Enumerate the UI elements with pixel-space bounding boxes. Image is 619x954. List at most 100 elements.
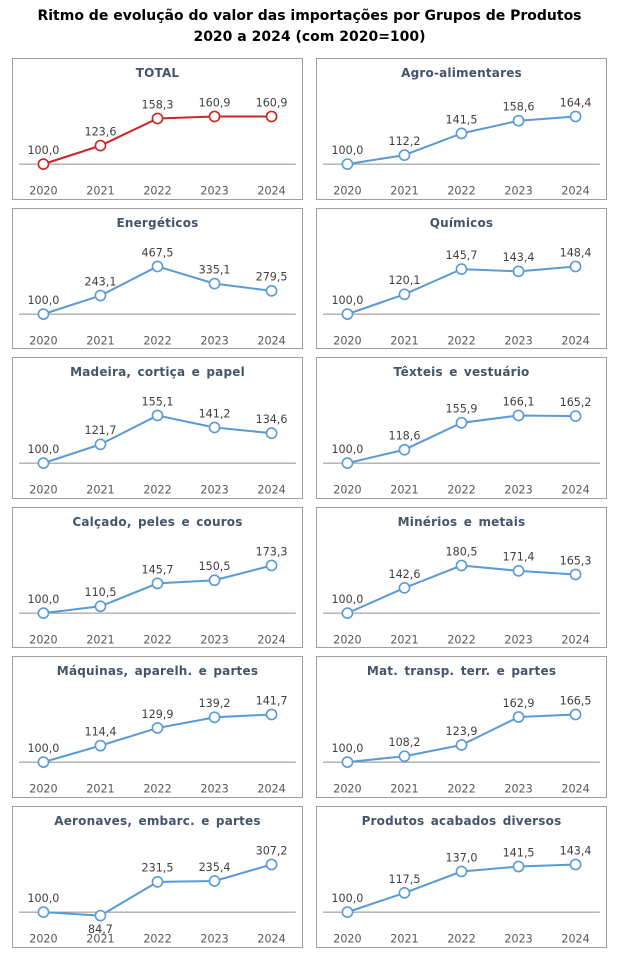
data-point-marker: [455, 127, 468, 140]
x-tick-label: 2020: [29, 933, 57, 946]
line-chart: 100,0 2020 120,1 2021 145,7 2022 143,4 2023 148,…: [323, 246, 600, 347]
x-tick-label: 2023: [504, 783, 532, 796]
x-tick-label: 2022: [447, 334, 475, 347]
data-label: 165,2: [560, 396, 592, 409]
data-label: 100,0: [331, 593, 363, 606]
data-point-marker: [341, 906, 354, 918]
chart-panel: Aeronaves, embarc. e partes 100,0 2020 84,…: [12, 805, 303, 948]
page-title-line2: 2020 a 2024 (com 2020=100): [193, 29, 426, 45]
x-tick-label: 2024: [257, 484, 285, 497]
data-point-marker: [455, 417, 468, 429]
line-chart: 100,0 2020 118,6 2021 155,9 2022 166,1 2023 165,…: [323, 396, 600, 497]
data-point-marker: [265, 858, 278, 871]
data-label: 467,5: [142, 246, 174, 259]
data-point-marker: [398, 750, 411, 763]
data-label: 155,9: [446, 403, 478, 416]
data-label: 155,1: [142, 396, 174, 409]
x-tick-label: 2020: [29, 783, 57, 796]
data-point-marker: [265, 427, 278, 440]
line-chart: 100,0 2020 142,6 2021 180,5 2022 171,4 2023 165,…: [323, 545, 600, 646]
x-tick-label: 2022: [447, 783, 475, 796]
data-point-marker: [569, 708, 582, 721]
data-point-marker: [94, 139, 107, 152]
data-label: 118,6: [389, 430, 421, 443]
data-label: 100,0: [27, 294, 59, 307]
data-point-marker: [151, 577, 164, 590]
data-label: 158,6: [503, 101, 535, 114]
data-label: 162,9: [503, 697, 535, 710]
data-point-marker: [37, 307, 50, 320]
x-tick-label: 2024: [257, 334, 285, 347]
line-chart: 100,0 2020 123,6 2021 158,3 2022 160,9 2023 160,…: [19, 96, 296, 198]
data-label: 110,5: [85, 586, 117, 599]
data-point-marker: [151, 409, 164, 422]
data-point-marker: [512, 114, 525, 127]
data-label: 117,5: [389, 873, 421, 886]
chart-panel: Produtos acabados diversos 100,0 2020 117,…: [316, 805, 607, 948]
x-tick-label: 2023: [504, 185, 532, 198]
x-tick-label: 2023: [200, 484, 228, 497]
data-label: 180,5: [446, 545, 478, 558]
data-label: 100,0: [27, 742, 59, 755]
data-point-marker: [398, 444, 411, 456]
data-point-marker: [94, 600, 107, 612]
data-label: 335,1: [199, 263, 231, 276]
chart-title: Calçado, peles e couros: [72, 514, 243, 529]
data-point-marker: [265, 284, 278, 297]
data-point-marker: [398, 288, 411, 300]
data-label: 171,4: [503, 550, 535, 563]
x-tick-label: 2023: [504, 633, 532, 646]
chart-panel: Agro-alimentares 100,0 2020 112,2 2021 141,5…: [316, 58, 607, 200]
data-label: 112,2: [389, 135, 421, 148]
x-tick-label: 2021: [390, 633, 418, 646]
data-point-marker: [455, 865, 468, 878]
x-tick-label: 2024: [561, 633, 589, 646]
data-point-marker: [512, 860, 525, 873]
chart-panel: Mat. transp. terr. e partes 100,0 2020 108…: [316, 656, 607, 798]
data-point-marker: [341, 457, 354, 470]
x-tick-label: 2024: [561, 185, 589, 198]
x-tick-label: 2020: [333, 783, 361, 796]
x-tick-label: 2021: [390, 933, 418, 946]
x-tick-label: 2024: [561, 783, 589, 796]
data-point-marker: [37, 906, 50, 918]
data-point-marker: [37, 158, 50, 170]
chart-title: Máquinas, aparelh. e partes: [56, 664, 259, 679]
x-tick-label: 2020: [333, 484, 361, 497]
chart-title: TOTAL: [135, 66, 180, 80]
x-tick-label: 2023: [200, 185, 228, 198]
x-tick-label: 2021: [86, 933, 114, 946]
data-point-marker: [569, 260, 582, 272]
chart-panel: Máquinas, aparelh. e partes 100,0 2020 114…: [12, 656, 303, 798]
data-point-marker: [341, 607, 354, 619]
x-tick-label: 2021: [390, 334, 418, 347]
data-label: 123,9: [446, 725, 478, 738]
data-label: 84,7: [88, 923, 113, 936]
x-tick-label: 2022: [143, 633, 171, 646]
data-point-marker: [569, 410, 582, 423]
x-tick-label: 2023: [504, 484, 532, 497]
data-point-marker: [151, 875, 164, 888]
x-tick-label: 2022: [143, 185, 171, 198]
data-label: 143,4: [560, 844, 592, 857]
x-tick-label: 2021: [86, 633, 114, 646]
data-label: 160,9: [256, 96, 288, 109]
data-label: 100,0: [27, 892, 59, 905]
x-tick-label: 2021: [390, 484, 418, 497]
x-tick-label: 2024: [257, 633, 285, 646]
data-label: 235,4: [199, 861, 231, 874]
data-point-marker: [512, 265, 525, 277]
x-tick-label: 2020: [29, 185, 57, 198]
data-label: 141,7: [256, 695, 288, 708]
data-point-marker: [208, 421, 221, 434]
data-label: 114,4: [85, 726, 117, 739]
x-tick-label: 2022: [447, 484, 475, 497]
x-tick-label: 2020: [29, 484, 57, 497]
data-point-marker: [94, 909, 107, 922]
data-point-marker: [512, 564, 525, 577]
data-point-marker: [455, 262, 468, 275]
chart-title: Têxteis e vestuário: [393, 365, 530, 380]
data-point-marker: [569, 110, 582, 123]
data-label: 100,0: [27, 593, 59, 606]
